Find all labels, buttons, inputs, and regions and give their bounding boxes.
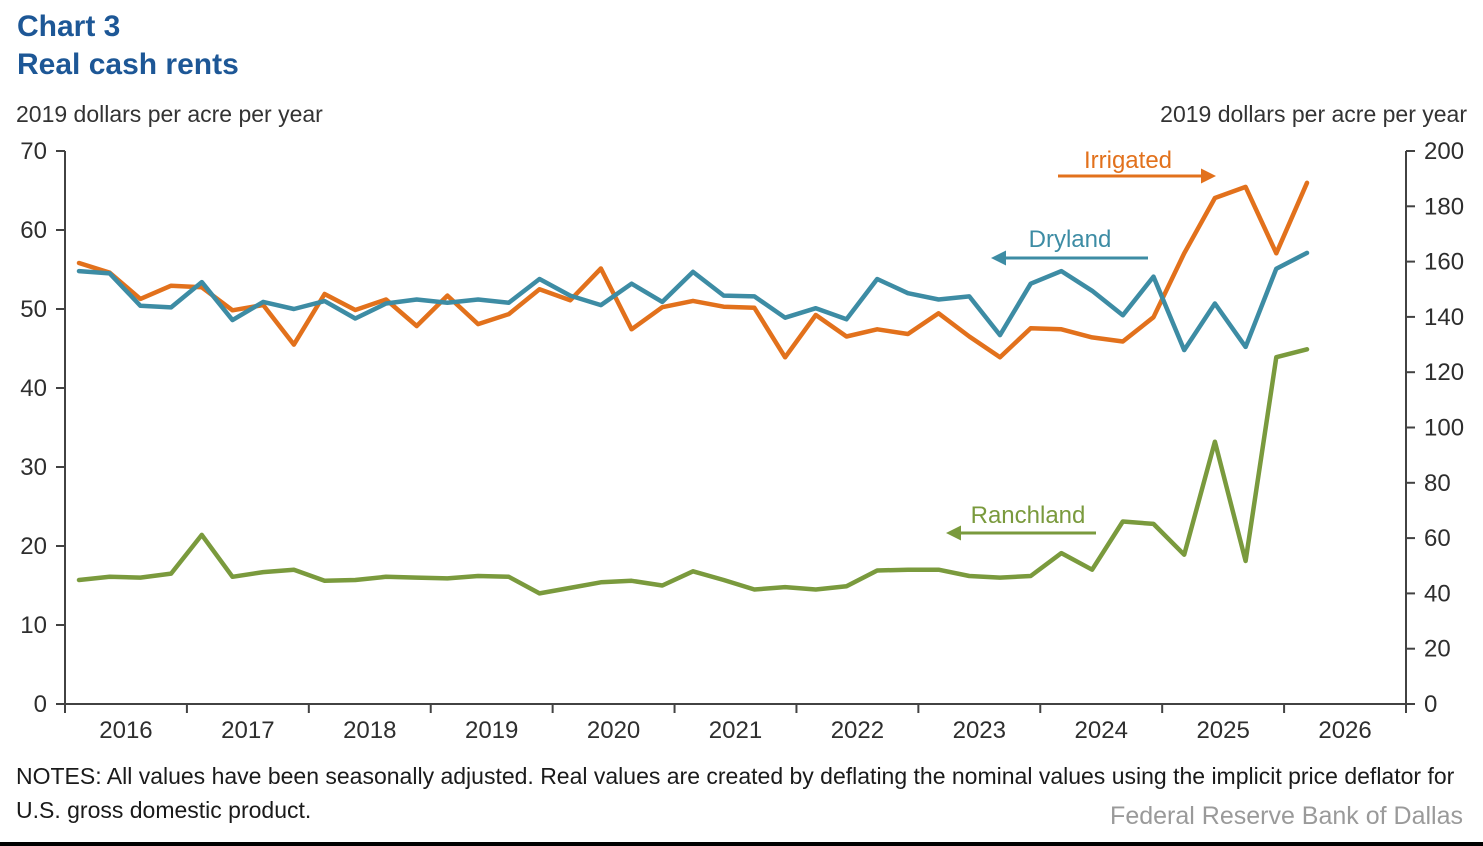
x-axis-year-label: 2024 — [1075, 717, 1128, 744]
ranchland-line — [76, 347, 1310, 596]
left-axis-tick-label: 60 — [20, 217, 47, 244]
left-axis-tick-label: 30 — [20, 454, 47, 481]
dryland-line — [76, 250, 1310, 353]
x-axis-year-label: 2023 — [953, 717, 1006, 744]
left-axis-tick-label: 50 — [20, 296, 47, 323]
right-axis-tick-label: 120 — [1424, 359, 1464, 386]
irrigated-series-label: Irrigated — [1084, 147, 1172, 174]
x-axis-year-label: 2017 — [221, 717, 274, 744]
right-axis-tick-label: 100 — [1424, 415, 1464, 442]
left-axis-unit-label: 2019 dollars per acre per year — [16, 101, 323, 127]
left-axis-tick-label: 70 — [20, 138, 47, 165]
chart-title: Chart 3 — [17, 10, 121, 43]
right-axis-tick-label: 140 — [1424, 304, 1464, 331]
x-axis-year-label: 2021 — [709, 717, 762, 744]
bottom-rule — [0, 842, 1483, 846]
dryland-arrowhead-icon — [991, 250, 1006, 266]
right-axis-tick-label: 20 — [1424, 636, 1451, 663]
left-axis-tick-label: 10 — [20, 612, 47, 639]
irrigated-line — [76, 180, 1310, 360]
ranchland-arrowhead-icon — [946, 525, 961, 541]
right-axis-tick-label: 60 — [1424, 525, 1451, 552]
x-axis-year-label: 2025 — [1196, 717, 1249, 744]
chart-subtitle: Real cash rents — [17, 48, 239, 81]
right-axis-tick-label: 200 — [1424, 138, 1464, 165]
right-axis-tick-label: 80 — [1424, 470, 1451, 497]
x-axis-year-label: 2026 — [1318, 717, 1371, 744]
x-axis-year-label: 2018 — [343, 717, 396, 744]
left-axis-tick-label: 20 — [20, 533, 47, 560]
irrigated-arrowhead-icon — [1201, 168, 1216, 184]
left-axis-tick-label: 0 — [34, 691, 47, 718]
right-axis-tick-label: 180 — [1424, 193, 1464, 220]
right-axis-tick-label: 160 — [1424, 249, 1464, 276]
title-block: Chart 3 Real cash rents — [17, 8, 239, 84]
x-axis-year-label: 2016 — [99, 717, 152, 744]
x-axis-year-label: 2020 — [587, 717, 640, 744]
ranchland-series-label: Ranchland — [971, 502, 1086, 529]
right-axis-tick-label: 0 — [1424, 691, 1437, 718]
right-axis-tick-label: 40 — [1424, 580, 1451, 607]
left-axis-tick-label: 40 — [20, 375, 47, 402]
x-axis-year-label: 2019 — [465, 717, 518, 744]
right-axis-unit-label: 2019 dollars per acre per year — [1160, 101, 1467, 127]
source-text: Federal Reserve Bank of Dallas — [1110, 802, 1463, 830]
notes-text: NOTES: All values have been seasonally a… — [16, 763, 1455, 823]
x-axis-year-label: 2022 — [831, 717, 884, 744]
dryland-series-label: Dryland — [1029, 226, 1112, 253]
